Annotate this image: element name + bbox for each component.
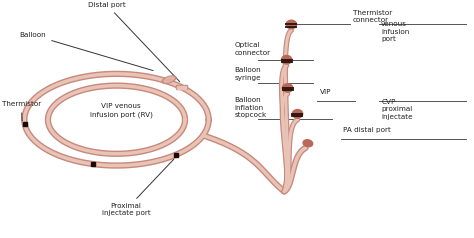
Ellipse shape bbox=[283, 84, 293, 92]
Text: Balloon
inflation
stopcock: Balloon inflation stopcock bbox=[235, 97, 267, 119]
FancyBboxPatch shape bbox=[176, 85, 187, 89]
Text: CVP
proximal
injectate: CVP proximal injectate bbox=[381, 99, 413, 120]
Ellipse shape bbox=[303, 140, 313, 147]
Text: Proximal
injectate port: Proximal injectate port bbox=[101, 159, 174, 216]
Text: Optical
connector: Optical connector bbox=[235, 42, 271, 56]
Ellipse shape bbox=[286, 20, 297, 29]
Ellipse shape bbox=[292, 109, 303, 118]
Text: Distal port: Distal port bbox=[88, 2, 180, 82]
FancyBboxPatch shape bbox=[177, 86, 186, 89]
Text: VIP venous
infusion port (RV): VIP venous infusion port (RV) bbox=[90, 103, 153, 118]
Text: Thermistor: Thermistor bbox=[1, 101, 41, 121]
Text: Balloon
syringe: Balloon syringe bbox=[235, 67, 261, 81]
Text: Balloon: Balloon bbox=[19, 32, 153, 71]
Text: venous
infusion
port: venous infusion port bbox=[381, 21, 410, 42]
Text: Thermistor
connector: Thermistor connector bbox=[353, 10, 392, 24]
Text: PA distal port: PA distal port bbox=[343, 127, 391, 133]
Ellipse shape bbox=[164, 77, 174, 82]
Ellipse shape bbox=[162, 76, 176, 84]
Text: VIP: VIP bbox=[319, 89, 331, 95]
Ellipse shape bbox=[282, 55, 292, 64]
